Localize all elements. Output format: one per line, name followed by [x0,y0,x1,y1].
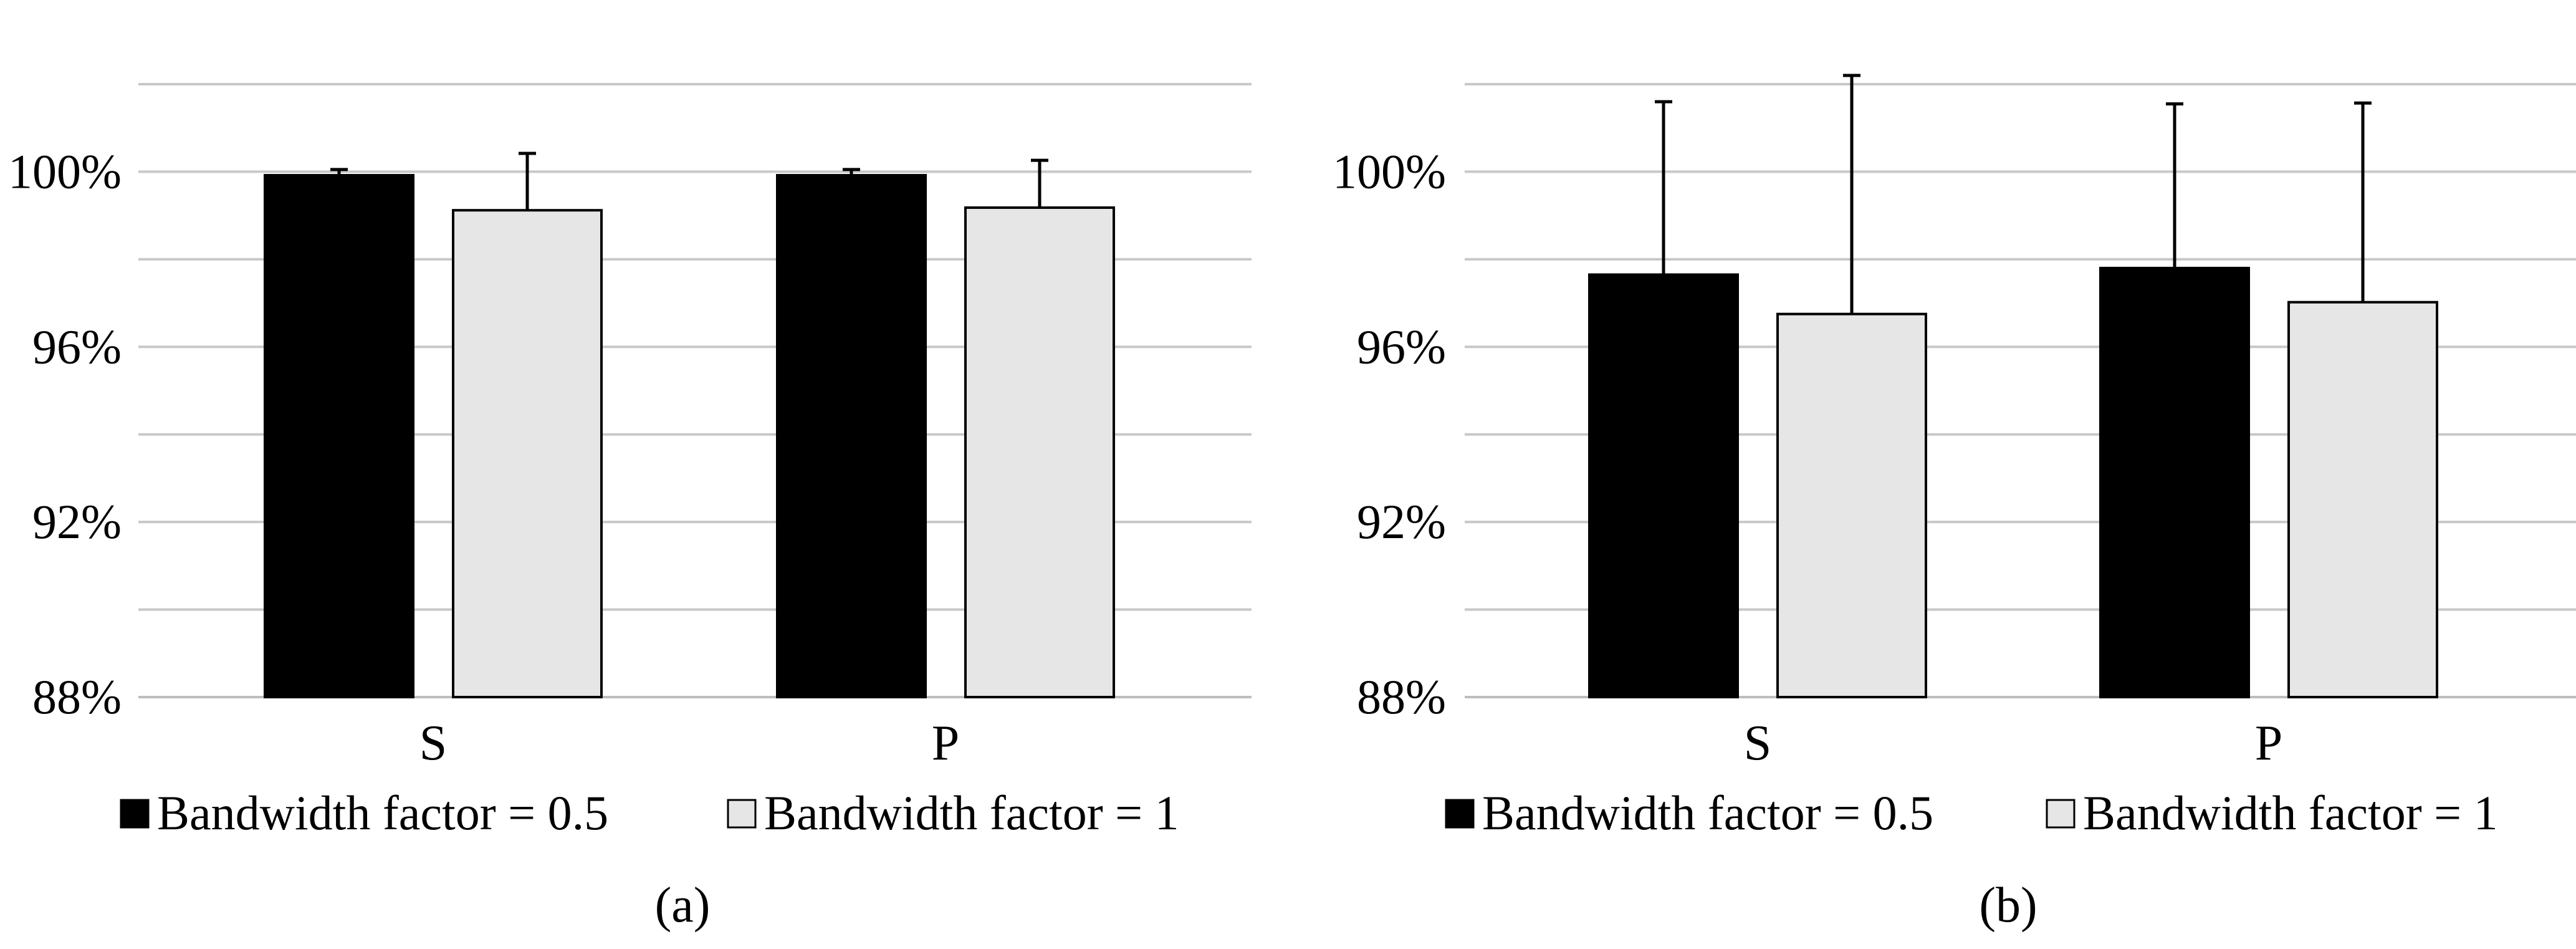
bar-p-series-1 [964,206,1115,698]
y-tick-label: 88% [32,670,122,724]
legend-label: Bandwidth factor = 1 [764,786,1179,840]
bar-s-series-1 [452,209,603,698]
chart-panel-b: 88% 92% 96% 100% S P Bandwidth factor = 0.5 Ban… [1333,74,2576,933]
x-category-label: S [1744,716,1772,771]
legend-swatch [120,799,150,829]
x-category-label: S [419,716,448,771]
x-category-label: P [932,716,960,771]
y-tick-label: 96% [32,319,122,373]
legend-label: Bandwidth factor = 1 [2083,786,2498,840]
panel-caption: (b) [1979,878,2037,933]
bar-p-series-0 [776,174,927,698]
legend-label: Bandwidth factor = 0.5 [1482,786,1933,840]
legend-swatch [2046,799,2076,829]
legend-swatch [1445,799,1475,829]
bar-s-series-0 [1588,273,1739,698]
bar-s-series-0 [264,174,414,698]
y-tick-label: 92% [1357,494,1446,549]
y-tick-label: 96% [1357,319,1446,373]
y-tick-label: 100% [1333,144,1446,198]
x-category-label: P [2255,716,2283,771]
y-tick-label: 88% [1357,670,1446,724]
panel-caption: (a) [655,878,711,933]
chart-panel-a: 88% 92% 96% 100% S P Bandwidth factor = 0.5 Ban… [8,83,1252,933]
legend-swatch [727,799,757,829]
y-tick-label: 92% [32,494,122,549]
bar-p-series-1 [2287,301,2438,699]
legend-label: Bandwidth factor = 0.5 [157,786,608,840]
y-tick-label: 100% [8,144,122,198]
bar-s-series-1 [1776,312,1927,698]
bar-p-series-0 [2099,266,2250,698]
